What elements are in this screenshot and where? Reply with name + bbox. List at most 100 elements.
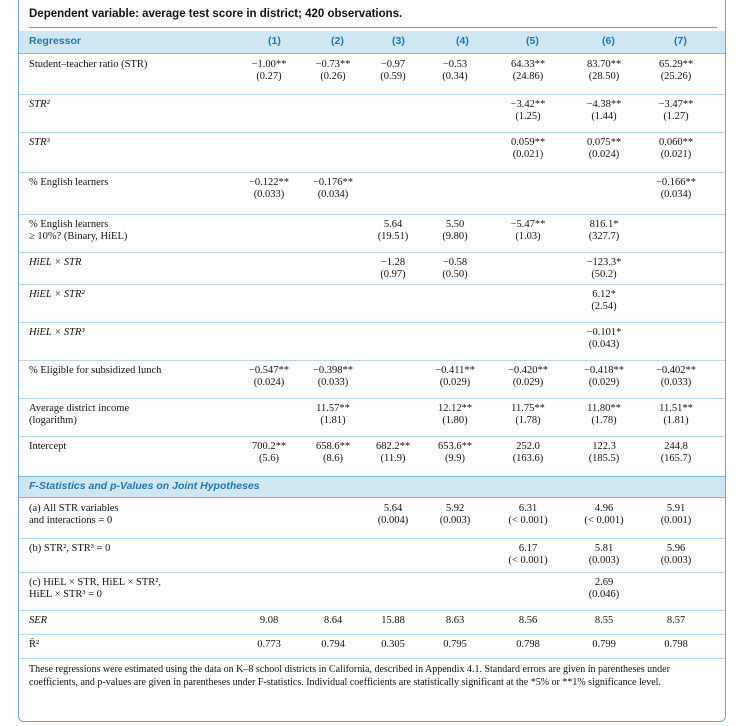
cell-standard-error: (0.26) xyxy=(320,71,346,82)
row-label-line: HiEL × STR² xyxy=(29,289,85,300)
cell-standard-error: (0.27) xyxy=(256,71,282,82)
regression-table: Dependent variable: average test score i… xyxy=(18,0,726,722)
table-row: HiEL × STR −1.28 (0.97) −0.58 (0.50) −123.3*(… xyxy=(19,252,725,285)
cell-value: −0.166** xyxy=(655,177,697,188)
table-cell: 0.799 xyxy=(576,639,632,651)
table-cell: 8.63 xyxy=(427,615,483,627)
cell-value: −0.73** xyxy=(315,59,351,70)
table-cell: −5.47** (1.03) xyxy=(500,219,556,243)
table-cell: 12.12** (1.80) xyxy=(427,403,483,427)
row-label: Student–teacher ratio (STR) xyxy=(29,59,219,71)
table-row: HiEL × STR³ −0.101* (0.043) xyxy=(19,322,725,361)
table-cell: 6.31 (< 0.001) xyxy=(500,503,556,527)
cell-value: −3.42** xyxy=(510,99,546,110)
cell-standard-error: (5.6) xyxy=(258,453,280,464)
table-cell: 0.794 xyxy=(305,639,361,651)
cell-standard-error: (0.033) xyxy=(660,377,692,388)
cell-value: 0.795 xyxy=(443,639,467,650)
row-label-line: ≥ 10%? (Binary, HiEL) xyxy=(29,231,128,242)
table-cell: 0.059** (0.021) xyxy=(500,137,556,161)
row-label-line: (c) HiEL × STR, HiEL × STR², xyxy=(29,577,162,588)
table-cell: 6.17 (< 0.001) xyxy=(500,543,556,567)
table-note: These regressions were estimated using t… xyxy=(29,664,670,688)
cell-value: 252.0 xyxy=(516,441,540,452)
row-label: SER xyxy=(29,615,219,627)
table-cell: −0.101* (0.043) xyxy=(576,327,632,351)
cell-value: −3.47** xyxy=(658,99,694,110)
table-cell: −0.166** (0.034) xyxy=(648,177,704,201)
column-header-4: (4) xyxy=(456,35,469,47)
cell-standard-error: (0.59) xyxy=(380,71,406,82)
table-cell: −0.398** (0.033) xyxy=(305,365,361,389)
cell-standard-error: (0.033) xyxy=(253,189,285,200)
cell-standard-error: (0.034) xyxy=(660,189,692,200)
cell-value: 658.6** xyxy=(315,441,351,452)
cell-standard-error: (8.6) xyxy=(322,453,344,464)
table-cell: 0.060** (0.021) xyxy=(648,137,704,161)
cell-standard-error: (9.9) xyxy=(444,453,466,464)
cell-standard-error: (1.27) xyxy=(663,111,689,122)
cell-value: −0.97 xyxy=(380,59,406,70)
table-cell: 5.92 (0.003) xyxy=(427,503,483,527)
table-cell: −0.176** (0.034) xyxy=(305,177,361,201)
table-cell: 64.33** (24.86) xyxy=(500,59,556,83)
table-cell: 11.80** (1.78) xyxy=(576,403,632,427)
row-label: % English learners ≥ 10%? (Binary, HiEL) xyxy=(29,219,219,243)
table-cell: −4.38** (1.44) xyxy=(576,99,632,123)
cell-value: −4.38** xyxy=(586,99,622,110)
cell-value: 8.57 xyxy=(666,615,686,626)
cell-value: 6.31 xyxy=(518,503,538,514)
cell-standard-error: (2.54) xyxy=(591,301,617,312)
row-label: HiEL × STR xyxy=(29,257,219,269)
table-cell: 816.1* (327.7) xyxy=(576,219,632,243)
cell-value: −0.398** xyxy=(312,365,354,376)
cell-value: 8.55 xyxy=(594,615,614,626)
cell-value: −1.28 xyxy=(380,257,406,268)
cell-standard-error: (0.021) xyxy=(660,149,692,160)
table-cell: 15.88 xyxy=(365,615,421,627)
row-label: HiEL × STR² xyxy=(29,289,219,301)
cell-value: 4.96 xyxy=(594,503,614,514)
cell-value: 682.2** xyxy=(375,441,411,452)
table-cell: 5.50 (9.80) xyxy=(427,219,483,243)
row-label-line: and interactions = 0 xyxy=(29,515,113,526)
column-header-1: (1) xyxy=(268,35,281,47)
cell-standard-error: (0.004) xyxy=(377,515,409,526)
cell-standard-error: (0.50) xyxy=(442,269,468,280)
table-cell: −3.47** (1.27) xyxy=(648,99,704,123)
cell-value: −0.402** xyxy=(655,365,697,376)
cell-standard-error: (1.03) xyxy=(515,231,541,242)
cell-standard-error: (165.7) xyxy=(660,453,692,464)
cell-standard-error: (163.6) xyxy=(512,453,544,464)
cell-standard-error: (0.029) xyxy=(439,377,471,388)
table-cell: 5.96 (0.003) xyxy=(648,543,704,567)
table-row: Student–teacher ratio (STR) −1.00** (0.27)… xyxy=(19,54,725,95)
table-cell: 11.57** (1.81) xyxy=(305,403,361,427)
cell-value: 122.3 xyxy=(592,441,616,452)
cell-standard-error: (0.024) xyxy=(253,377,285,388)
row-label-line: STR² xyxy=(29,99,50,110)
table-cell: 0.798 xyxy=(500,639,556,651)
table-cell: 11.51** (1.81) xyxy=(648,403,704,427)
table-cell: 244.8 (165.7) xyxy=(648,441,704,465)
table-cell: 5.64 (19.51) xyxy=(365,219,421,243)
cell-standard-error: (9.80) xyxy=(442,231,468,242)
row-label-line: (b) STR², STR³ = 0 xyxy=(29,543,111,554)
cell-standard-error: (0.033) xyxy=(317,377,349,388)
table-cell: 700.2** (5.6) xyxy=(241,441,297,465)
row-label-line: (a) All STR variables xyxy=(29,503,119,514)
cell-value: 0.799 xyxy=(592,639,616,650)
cell-standard-error: (0.029) xyxy=(588,377,620,388)
section-title: F-Statistics and p-Values on Joint Hypot… xyxy=(29,480,260,492)
section-header: F-Statistics and p-Values on Joint Hypot… xyxy=(19,476,725,498)
cell-value: 0.060** xyxy=(658,137,694,148)
cell-value: 65.29** xyxy=(658,59,694,70)
column-header-5: (5) xyxy=(526,35,539,47)
dependent-variable-caption: Dependent variable: average test score i… xyxy=(29,7,717,28)
row-label-line: % English learners xyxy=(29,219,109,230)
cell-value: −0.418** xyxy=(583,365,625,376)
cell-value: 5.96 xyxy=(666,543,686,554)
cell-standard-error: (0.001) xyxy=(660,515,692,526)
cell-value: 12.12** xyxy=(437,403,473,414)
table-cell: 11.75** (1.78) xyxy=(500,403,556,427)
